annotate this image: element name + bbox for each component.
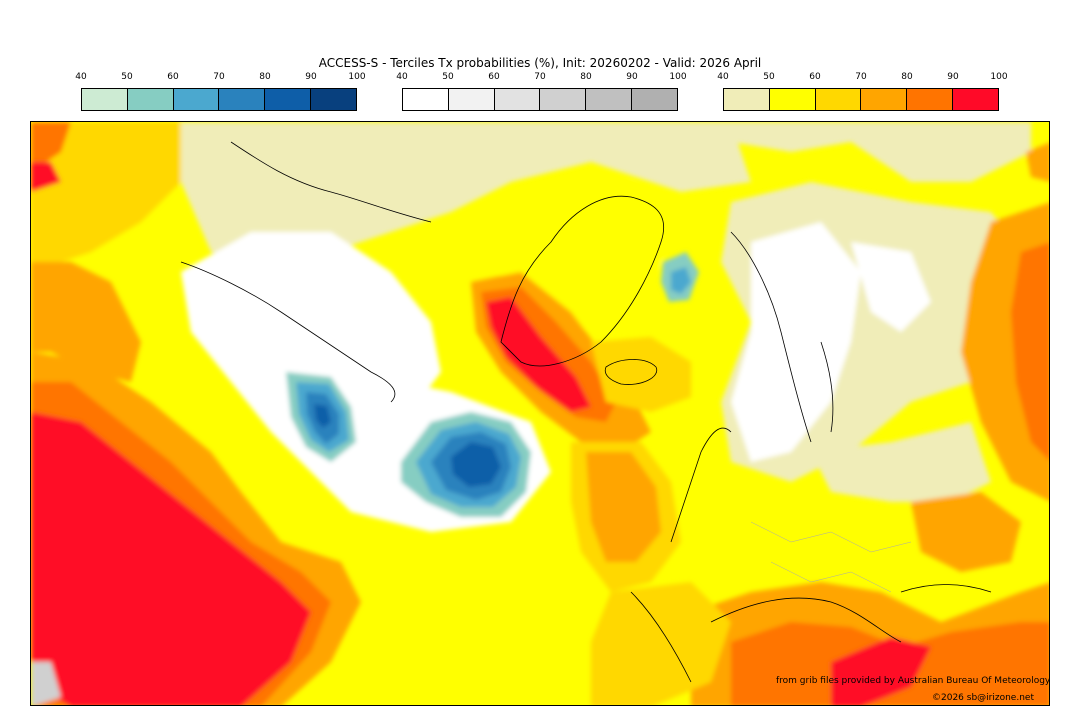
legend-color-cell [219,89,266,110]
legend-color-cell [907,89,954,110]
legend-tick-label: 60 [809,72,821,82]
legend-tick-label: 100 [348,72,366,82]
legend-tick-label: 60 [167,72,179,82]
probability-map [30,121,1050,706]
legend-tick-label: 100 [669,72,687,82]
map-title: ACCESS-S - Terciles Tx probabilities (%)… [318,56,762,70]
legend-color-cell [448,89,495,110]
legend-tick-label: 40 [717,72,729,82]
map-canvas [31,122,1049,705]
legend-near-normal: 40 50 60 70 80 90 100 [396,72,687,112]
legend-color-cell [127,89,174,110]
legend-color-cell [815,89,862,110]
legend-tick-label: 70 [534,72,546,82]
legend-color-cell [953,89,998,110]
coastlines [180,141,992,683]
legend-above-normal: 40 50 60 70 80 90 100 [717,72,1008,112]
legend-tick-label: 70 [213,72,225,82]
legend-tick-label: 80 [901,72,913,82]
legend-color-cell [632,89,677,110]
legend-color-cell [769,89,816,110]
copyright-credit: ©2026 sb@irizone.net [932,693,1034,703]
legend-color-cell [540,89,587,110]
legend-color-cell [173,89,220,110]
legend-tick-label: 90 [626,72,638,82]
legend-colorbar [81,88,357,111]
legend-colorbar [402,88,678,111]
legend-color-cell [861,89,908,110]
legend-below-normal: 40 50 60 70 80 90 100 [75,72,366,112]
legend-color-cell [724,89,770,110]
legend-color-cell [311,89,356,110]
legend-tick-label: 80 [580,72,592,82]
legend-tick-label: 70 [855,72,867,82]
legend-tick-label: 60 [488,72,500,82]
legend-ticks: 40 50 60 70 80 90 100 [75,72,365,86]
legend-ticks: 40 50 60 70 80 90 100 [717,72,1007,86]
legend-tick-label: 50 [763,72,775,82]
legend-color-cell [403,89,449,110]
legend-tick-label: 40 [396,72,408,82]
borders [750,521,912,593]
legend-tick-label: 100 [990,72,1008,82]
legend-color-cell [494,89,541,110]
legend-tick-label: 50 [442,72,454,82]
legend-tick-label: 90 [305,72,317,82]
legend-ticks: 40 50 60 70 80 90 100 [396,72,686,86]
legend-colorbar [723,88,999,111]
probability-fields [31,122,1049,705]
legend-tick-label: 40 [75,72,87,82]
data-source-credit: from grib files provided by Australian B… [776,676,1051,686]
legend-tick-label: 90 [947,72,959,82]
legend-tick-label: 80 [259,72,271,82]
legend-color-cell [82,89,128,110]
legend-color-cell [586,89,633,110]
legend-color-cell [265,89,312,110]
legend-tick-label: 50 [121,72,133,82]
